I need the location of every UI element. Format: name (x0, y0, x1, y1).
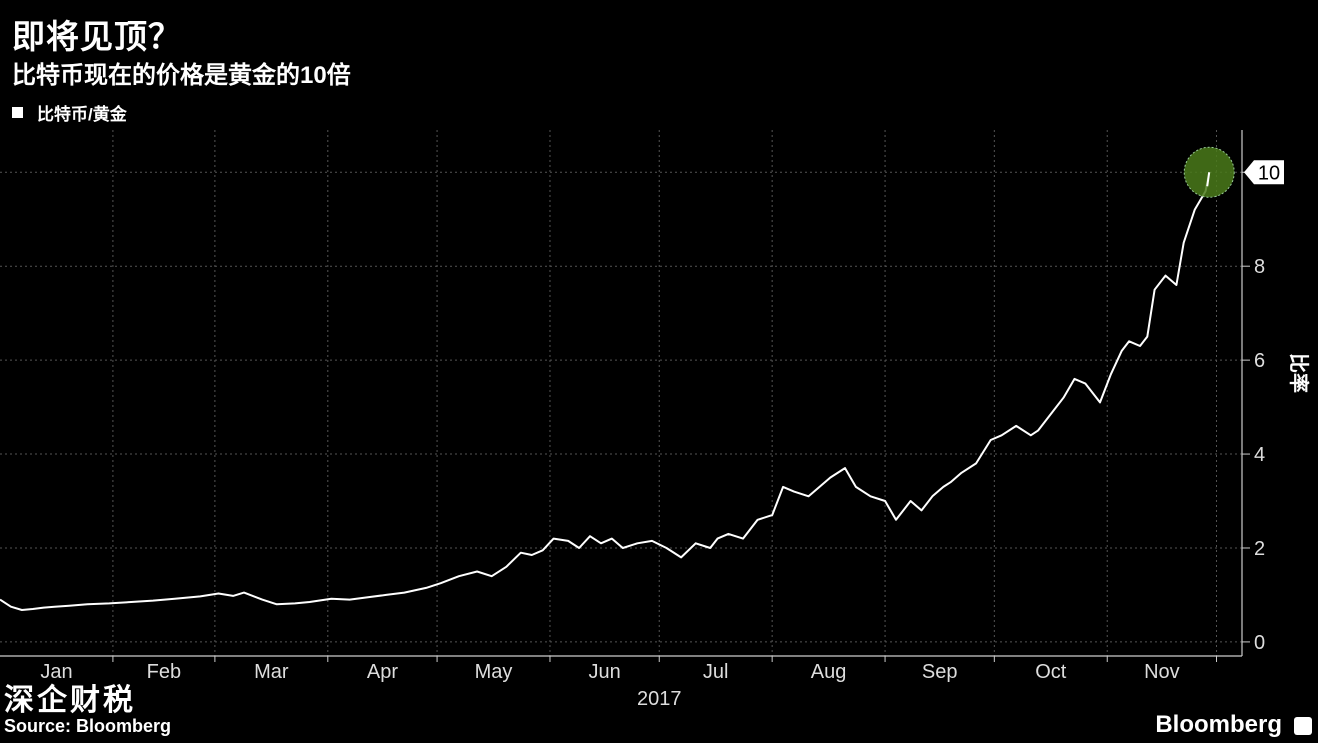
chart-title: 即将见顶？ (12, 18, 182, 55)
x-tick-label: Jan (40, 661, 72, 683)
y-tick-label: 2 (1254, 538, 1265, 560)
x-tick-label: Oct (1035, 661, 1067, 683)
x-tick-label: Mar (254, 661, 289, 683)
chart-subtitle: 比特币现在的价格是黄金的10倍 (12, 62, 351, 89)
x-tick-label: May (475, 661, 513, 683)
bloomberg-chart-icon (1294, 717, 1312, 735)
y-tick-label: 6 (1254, 350, 1265, 372)
y-tick-label: 0 (1254, 632, 1265, 654)
axes (0, 130, 1250, 662)
brand-logo: Bloomberg (1155, 711, 1282, 738)
legend-label: 比特币/黄金 (37, 105, 127, 124)
legend: 比特币/黄金 (12, 100, 127, 125)
series-line (0, 172, 1211, 611)
series-group (0, 146, 1235, 611)
x-tick-label: Aug (811, 661, 847, 683)
current-value-tag (1244, 160, 1284, 185)
last-segment (1206, 172, 1211, 187)
grid (0, 130, 1242, 656)
watermark: 深企财税 (4, 683, 136, 718)
y-tick-label: 4 (1254, 444, 1265, 466)
legend-swatch (12, 107, 23, 118)
x-tick-label: Sep (922, 661, 958, 683)
x-tick-label: Apr (367, 661, 398, 683)
x-tick-label: Jul (703, 661, 729, 683)
x-tick-label: Nov (1144, 661, 1180, 683)
current-value-label: 10 (1258, 162, 1280, 184)
x-tick-label: Jun (588, 661, 620, 683)
x-axis-year-label: 2017 (637, 688, 682, 710)
y-axis-label: 比率 (1287, 353, 1311, 393)
source-note: Source: Bloomberg (4, 716, 172, 736)
tick-labels: 0 2 4 6 8 Jan Feb Mar Apr May Jun Jul Aug Sep Oct Nov 20… (40, 160, 1311, 710)
y-tick-label: 8 (1254, 256, 1265, 278)
x-tick-label: Feb (147, 661, 181, 683)
